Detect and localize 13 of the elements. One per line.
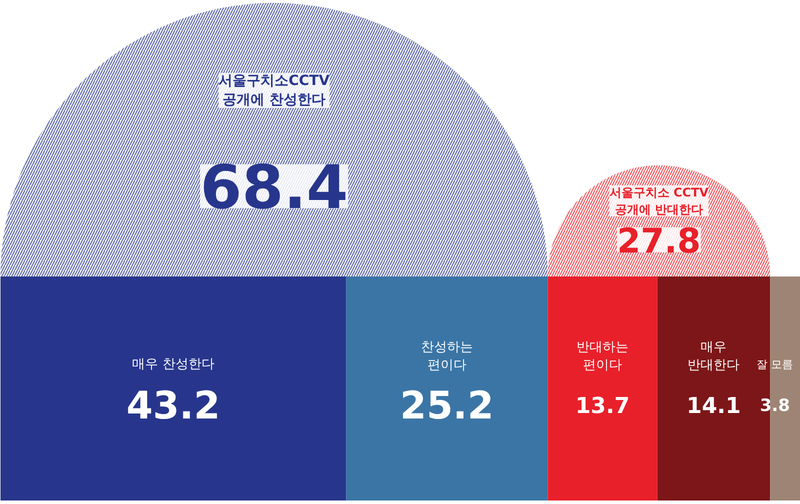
data-label: 25.2 <box>400 384 494 428</box>
text: 서울구치소CCTV 공개에 찬성한다 <box>218 72 330 108</box>
data-label: 43.2 <box>126 384 220 428</box>
text: 68.4 <box>200 153 348 224</box>
data-label: 14.1 <box>686 394 741 419</box>
data-label: 13.7 <box>575 394 630 419</box>
series-label: 매우 반대한다 <box>688 340 740 373</box>
series-label: 매우 찬성한다 <box>132 357 214 372</box>
text: 서울구치소 CCTV 공개에 반대한다 <box>609 185 710 216</box>
text: 27.8 <box>616 221 701 262</box>
series-label: 찬성하는 편이다 <box>420 340 473 373</box>
series-label: 잘 모름 <box>756 358 794 371</box>
series-label: 반대하는 편이다 <box>576 340 628 373</box>
